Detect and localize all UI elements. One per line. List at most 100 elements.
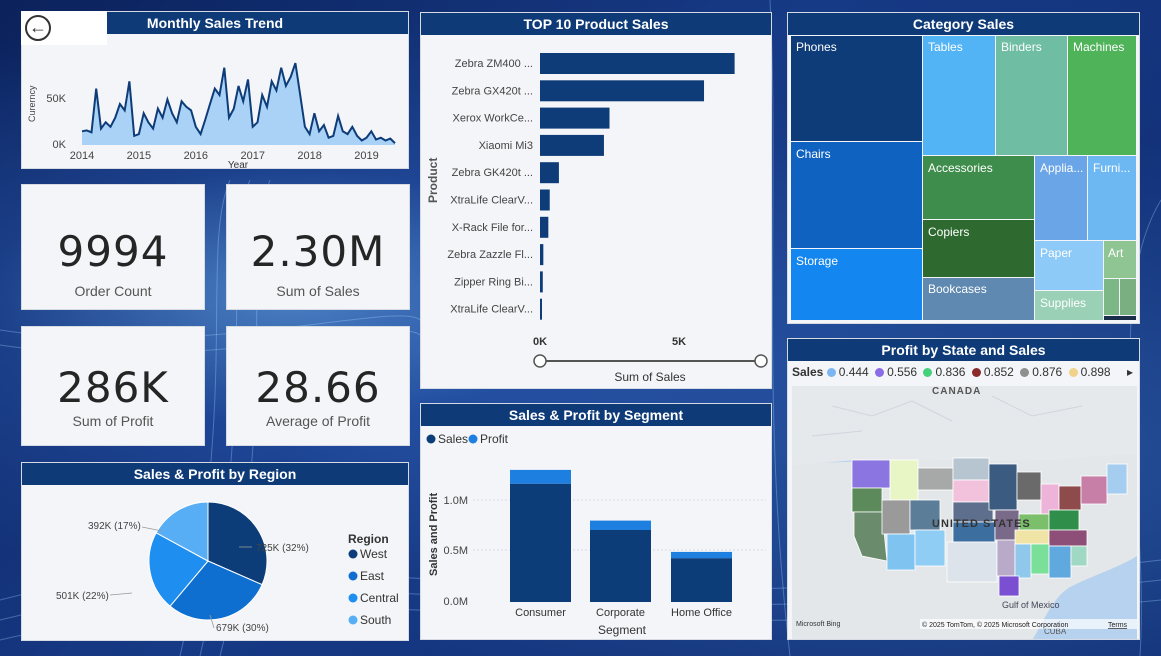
top10-range-slider-end-handle[interactable] xyxy=(754,354,768,368)
top10-bar[interactable] xyxy=(540,271,543,293)
segment-bar-sales[interactable] xyxy=(671,558,732,602)
top10-bar[interactable] xyxy=(540,244,544,266)
treemap-tile-storage[interactable] xyxy=(791,249,922,320)
pie-label-east: 679K (30%) xyxy=(216,623,269,634)
top10-category-label: Zipper Ring Bi... xyxy=(454,276,533,288)
legend-label: West xyxy=(360,547,388,561)
kpi-sum-of-sales: 2.30M Sum of Sales xyxy=(226,184,410,310)
treemap-tile-phones[interactable] xyxy=(791,36,922,141)
segment-bar-profit[interactable] xyxy=(671,551,732,559)
legend-swatch xyxy=(348,571,358,581)
top10-category-label: Zebra GX420t ... xyxy=(452,85,533,97)
category-sales-title: Category Sales xyxy=(788,13,1139,35)
treemap-tile-accessories[interactable] xyxy=(923,156,1034,219)
segment-ytick-0m: 0.0M xyxy=(444,596,468,608)
top10-bar-chart: Product Zebra ZM400 ... Zebra GX420t ... X… xyxy=(426,53,768,384)
legend-profit-label: Profit xyxy=(480,432,509,446)
map-legend-item: 0.876 xyxy=(1017,365,1062,379)
treemap-tile-small-1[interactable] xyxy=(1104,279,1119,315)
trend-ylabel: Curerncy xyxy=(27,85,37,122)
top10-bar[interactable] xyxy=(540,53,735,74)
map-label-canada: CANADA xyxy=(932,386,981,397)
treemap-label-chairs: Chairs xyxy=(796,147,831,161)
treemap-tile-small-2[interactable] xyxy=(1120,279,1136,315)
kpi-order-count: 9994 Order Count xyxy=(21,184,205,310)
legend-dot xyxy=(1020,368,1030,377)
monthly-sales-trend-chart: Curerncy 50K 0K 2014 2015 2016 2017 2018 2019… xyxy=(27,62,396,168)
back-button[interactable]: ← xyxy=(21,11,107,45)
legend-dot xyxy=(826,368,836,377)
region-legend-title: Region xyxy=(348,532,389,546)
treemap-label-furnishings: Furni... xyxy=(1093,161,1130,175)
treemap-tile-tables[interactable] xyxy=(923,36,995,155)
region-card: Sales & Profit by Region 725K (32%) 679K… xyxy=(21,462,409,641)
top10-category-label: Zebra ZM400 ... xyxy=(455,58,533,70)
top10-range-slider-start-handle[interactable] xyxy=(533,354,547,368)
treemap-tile-supplies[interactable] xyxy=(1035,291,1103,320)
kpi-value: 286K xyxy=(57,363,169,412)
top10-ylabel: Product xyxy=(426,158,440,203)
map-bing-logo: Microsoft Bing xyxy=(796,621,840,628)
state-map[interactable]: CANADA xyxy=(792,386,1137,640)
treemap-tile-machines[interactable] xyxy=(1068,36,1136,155)
treemap-label-tables: Tables xyxy=(928,40,963,54)
top10-bar[interactable] xyxy=(540,162,559,184)
kpi-value: 9994 xyxy=(57,227,169,276)
pie-slice-west[interactable] xyxy=(207,501,268,586)
segment-title: Sales & Profit by Segment xyxy=(421,404,771,426)
region-pie-chart: 725K (32%) 679K (30%) 501K (22%) 392K (1… xyxy=(56,501,399,634)
kpi-label: Order Count xyxy=(74,283,152,299)
top10-bar[interactable] xyxy=(540,298,542,320)
treemap-tile-bookcases[interactable] xyxy=(923,278,1034,320)
treemap-tile-appliances[interactable] xyxy=(1035,156,1087,240)
top10-bar[interactable] xyxy=(540,134,604,156)
map-label-cuba: CUBA xyxy=(1044,627,1067,636)
top10-category-label: X-Rack File for... xyxy=(452,222,533,234)
legend-dot xyxy=(923,368,933,377)
region-title: Sales & Profit by Region xyxy=(22,463,408,485)
treemap-label-supplies: Supplies xyxy=(1040,296,1086,310)
pie-label-south: 392K (17%) xyxy=(88,521,141,532)
back-arrow-icon: ← xyxy=(25,15,51,41)
top10-bar[interactable] xyxy=(540,189,550,211)
legend-label: East xyxy=(360,569,385,583)
top10-xtick-0k: 0K xyxy=(533,336,547,348)
trend-line xyxy=(81,62,396,144)
map-terms-link[interactable]: Terms xyxy=(1108,622,1128,629)
segment-bar-profit[interactable] xyxy=(510,469,571,484)
map-copyright: © 2025 TomTom, © 2025 Microsoft Corporat… xyxy=(922,621,1068,629)
treemap-label-binders: Binders xyxy=(1001,40,1042,54)
top10-xtick-5k: 5K xyxy=(672,336,686,348)
map-legend-item: 0.898 xyxy=(1065,365,1111,379)
legend-dot xyxy=(971,368,981,377)
treemap-tile-furnishings[interactable] xyxy=(1088,156,1136,240)
pie-slice-south[interactable] xyxy=(155,501,209,562)
top10-bar[interactable] xyxy=(540,107,610,129)
treemap-tile-chairs[interactable] xyxy=(791,142,922,248)
segment-bar-sales[interactable] xyxy=(510,483,571,602)
kpi-label: Sum of Profit xyxy=(72,413,154,429)
treemap-tile-paper[interactable] xyxy=(1035,241,1103,290)
segment-bar-sales[interactable] xyxy=(590,529,651,602)
top10-bar[interactable] xyxy=(540,80,705,102)
treemap-tile-binders[interactable] xyxy=(996,36,1067,155)
kpi-label: Sum of Sales xyxy=(276,283,360,299)
trend-xtick: 2016 xyxy=(184,150,208,162)
map-legend-item: 0.444 xyxy=(826,365,869,379)
segment-bar-profit[interactable] xyxy=(590,520,651,530)
legend-next-icon[interactable]: ▸ xyxy=(1126,365,1133,379)
legend-label: Central xyxy=(360,591,399,605)
legend-swatch xyxy=(348,615,358,625)
category-treemap: Phones Tables Binders Machines Chairs Ac… xyxy=(791,36,1136,320)
treemap-tile-art[interactable] xyxy=(1104,241,1136,278)
trend-xtick: 2014 xyxy=(70,150,94,162)
legend-sales-swatch xyxy=(426,434,436,444)
treemap-tile-copiers[interactable] xyxy=(923,220,1034,277)
pie-slice-east[interactable] xyxy=(169,560,263,621)
legend-dot xyxy=(1068,368,1078,377)
top10-bar[interactable] xyxy=(540,216,549,238)
trend-xtick: 2015 xyxy=(127,150,151,162)
map-label-us: UNITED STATES xyxy=(932,518,1031,530)
treemap-label-paper: Paper xyxy=(1040,246,1072,260)
pie-slice-central[interactable] xyxy=(148,532,209,607)
